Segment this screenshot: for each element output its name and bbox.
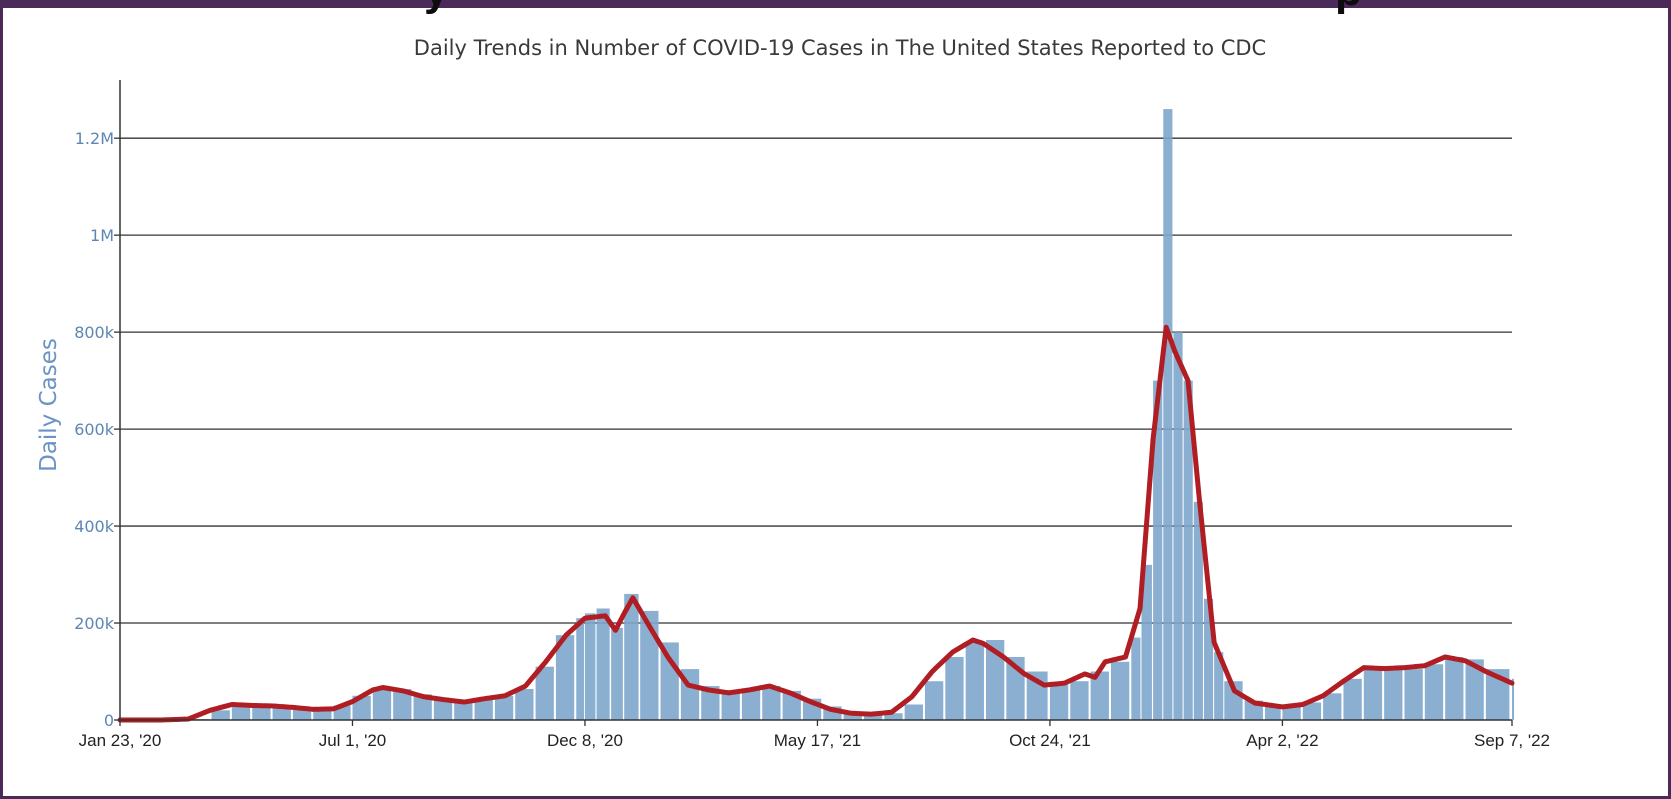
bar	[965, 642, 984, 720]
bar	[211, 710, 230, 720]
y-axis-label: Daily Cases	[36, 338, 62, 472]
bar	[584, 613, 596, 720]
bar	[1363, 666, 1383, 720]
y-tick-label: 200k	[74, 614, 115, 633]
gridlines	[120, 137, 1512, 624]
x-tick-label: Oct 24, '21	[1009, 731, 1091, 750]
bar	[611, 627, 623, 720]
bar	[741, 689, 761, 720]
bar	[474, 698, 493, 720]
bar	[1214, 652, 1224, 720]
bar	[1070, 681, 1089, 720]
bar	[313, 709, 332, 720]
bar	[1173, 332, 1183, 720]
bar	[535, 666, 554, 720]
y-tick-label: 600k	[74, 420, 115, 439]
y-tick-label: 0	[104, 711, 114, 730]
y-tick-label: 1M	[90, 226, 114, 245]
bar	[1163, 109, 1173, 720]
bar	[762, 686, 781, 720]
bar	[904, 704, 923, 720]
average-line-series	[117, 324, 1515, 723]
bar	[624, 593, 639, 720]
bar	[721, 691, 740, 720]
bar	[1445, 656, 1464, 720]
bar	[1404, 669, 1423, 720]
bar	[413, 694, 432, 720]
bar	[372, 687, 392, 720]
bar	[231, 704, 251, 720]
bar	[843, 712, 862, 720]
bar	[454, 702, 473, 720]
bar	[1131, 637, 1141, 720]
cropped-header-right: p	[1335, 0, 1362, 16]
bar	[701, 686, 720, 720]
y-tick-label: 1.2M	[75, 129, 114, 148]
bar	[1193, 501, 1203, 720]
bar	[252, 705, 271, 720]
x-tick-label: Jul 1, '20	[319, 731, 387, 750]
bar	[986, 640, 1005, 720]
bar	[576, 618, 585, 720]
x-tick-label: May 17, '21	[774, 731, 861, 750]
bar	[1465, 659, 1484, 720]
bar	[1141, 564, 1152, 720]
bar	[924, 681, 944, 720]
bar	[1090, 671, 1109, 720]
y-tick-label: 800k	[74, 323, 115, 342]
bar	[1343, 678, 1362, 720]
bar	[1203, 598, 1214, 720]
bar	[515, 688, 534, 720]
bar	[393, 688, 412, 720]
bar	[596, 608, 610, 720]
x-tick-label: Apr 2, '22	[1246, 731, 1318, 750]
x-axis: Jan 23, '20 Jul 1, '20 Dec 8, '20 May 17, '…	[79, 719, 1550, 750]
bar	[945, 656, 964, 720]
bar	[884, 713, 903, 720]
x-tick-label: Sep 7, '22	[1474, 731, 1550, 750]
bar	[1424, 664, 1444, 720]
bar	[1153, 380, 1163, 720]
bar	[1384, 666, 1403, 720]
x-tick-label: Jan 23, '20	[79, 731, 162, 750]
bar	[1183, 380, 1193, 720]
bar	[1512, 678, 1514, 720]
bar	[272, 706, 291, 720]
y-tick-label: 400k	[74, 517, 115, 536]
bar	[1323, 693, 1342, 720]
bar	[863, 714, 883, 720]
bar	[292, 708, 312, 720]
bar	[494, 695, 514, 720]
chart-title: Daily Trends in Number of COVID-19 Cases…	[414, 36, 1266, 60]
y-axis: 0 200k 400k 600k 800k 1M 1.2M	[74, 80, 121, 730]
x-tick-label: Dec 8, '20	[547, 731, 623, 750]
seven-day-average-line	[117, 324, 1515, 723]
bar	[1302, 702, 1322, 720]
bar	[1264, 705, 1281, 720]
bar-series	[191, 109, 1514, 720]
cropped-header-left: y	[424, 0, 448, 16]
bar	[1049, 683, 1069, 720]
bar	[433, 699, 453, 720]
bar	[1282, 705, 1301, 720]
bar	[555, 635, 575, 720]
bar	[1110, 661, 1130, 720]
